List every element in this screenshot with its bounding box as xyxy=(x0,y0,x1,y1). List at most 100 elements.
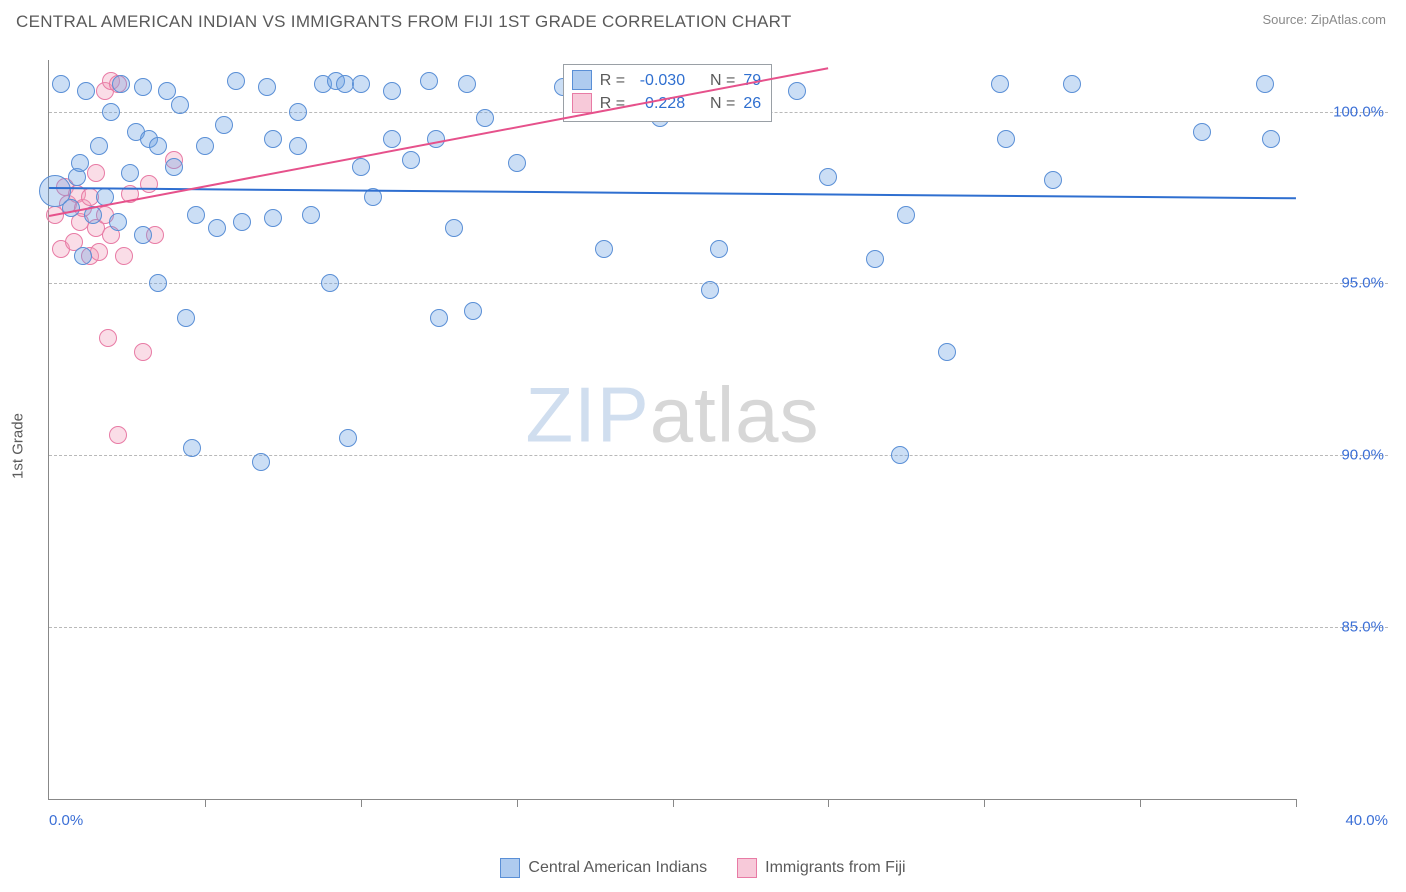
x-tick xyxy=(361,799,362,807)
scatter-point xyxy=(90,243,108,261)
scatter-point xyxy=(115,247,133,265)
scatter-point xyxy=(264,209,282,227)
scatter-point xyxy=(289,137,307,155)
scatter-point xyxy=(109,426,127,444)
scatter-point xyxy=(445,219,463,237)
legend-label-pink: Immigrants from Fiji xyxy=(765,859,905,877)
scatter-point xyxy=(1262,130,1280,148)
scatter-point xyxy=(402,151,420,169)
scatter-point xyxy=(74,247,92,265)
watermark: ZIPatlas xyxy=(525,369,819,460)
scatter-point xyxy=(52,75,70,93)
scatter-point xyxy=(252,453,270,471)
stats-n-value: 26 xyxy=(743,92,761,115)
scatter-point xyxy=(177,309,195,327)
x-axis-max-label: 40.0% xyxy=(1308,812,1388,829)
scatter-point xyxy=(339,429,357,447)
x-tick xyxy=(517,799,518,807)
y-tick-label: 100.0% xyxy=(1304,103,1384,120)
x-tick xyxy=(1140,799,1141,807)
legend-swatch-pink xyxy=(737,858,757,878)
scatter-point xyxy=(321,274,339,292)
scatter-point xyxy=(112,75,130,93)
scatter-point xyxy=(134,226,152,244)
legend-swatch-blue xyxy=(500,858,520,878)
scatter-point xyxy=(140,175,158,193)
y-tick-label: 85.0% xyxy=(1304,619,1384,636)
scatter-point xyxy=(866,250,884,268)
x-tick xyxy=(984,799,985,807)
scatter-point xyxy=(1063,75,1081,93)
legend-item-blue: Central American Indians xyxy=(500,858,707,878)
watermark-part2: atlas xyxy=(650,370,820,458)
y-tick-label: 90.0% xyxy=(1304,447,1384,464)
scatter-point xyxy=(464,302,482,320)
scatter-point xyxy=(134,78,152,96)
gridline xyxy=(49,455,1388,456)
scatter-point xyxy=(458,75,476,93)
x-tick xyxy=(673,799,674,807)
scatter-point xyxy=(71,154,89,172)
scatter-point xyxy=(149,274,167,292)
scatter-point xyxy=(99,329,117,347)
scatter-point xyxy=(938,343,956,361)
scatter-point xyxy=(383,82,401,100)
scatter-point xyxy=(264,130,282,148)
y-axis-label: 1st Grade xyxy=(10,413,27,479)
scatter-point xyxy=(121,164,139,182)
scatter-point xyxy=(165,158,183,176)
scatter-point xyxy=(109,213,127,231)
scatter-point xyxy=(90,137,108,155)
scatter-point xyxy=(227,72,245,90)
scatter-point xyxy=(819,168,837,186)
scatter-point xyxy=(352,158,370,176)
scatter-point xyxy=(1044,171,1062,189)
x-tick xyxy=(828,799,829,807)
scatter-point xyxy=(508,154,526,172)
x-axis-min-label: 0.0% xyxy=(49,812,83,829)
stats-swatch xyxy=(572,70,592,90)
scatter-point xyxy=(134,343,152,361)
scatter-point xyxy=(383,130,401,148)
scatter-point xyxy=(701,281,719,299)
scatter-point xyxy=(215,116,233,134)
scatter-point xyxy=(196,137,214,155)
scatter-point xyxy=(427,130,445,148)
stats-r-value: -0.030 xyxy=(633,69,685,92)
scatter-point xyxy=(289,103,307,121)
scatter-point xyxy=(420,72,438,90)
stats-n-label: N = xyxy=(710,92,735,115)
scatter-point xyxy=(183,439,201,457)
chart-source: Source: ZipAtlas.com xyxy=(1262,12,1386,27)
y-tick-label: 95.0% xyxy=(1304,275,1384,292)
scatter-point xyxy=(233,213,251,231)
scatter-point xyxy=(1256,75,1274,93)
scatter-point xyxy=(208,219,226,237)
scatter-point xyxy=(430,309,448,327)
scatter-point xyxy=(149,137,167,155)
stats-r-label: R = xyxy=(600,69,625,92)
scatter-point xyxy=(788,82,806,100)
chart-header: CENTRAL AMERICAN INDIAN VS IMMIGRANTS FR… xyxy=(0,0,1406,40)
legend-label-blue: Central American Indians xyxy=(528,859,707,877)
legend-item-pink: Immigrants from Fiji xyxy=(737,858,905,878)
chart-area: ZIPatlas 85.0%90.0%95.0%100.0%0.0%40.0%R… xyxy=(48,60,1388,820)
scatter-point xyxy=(87,164,105,182)
scatter-point xyxy=(62,199,80,217)
scatter-point xyxy=(991,75,1009,93)
scatter-point xyxy=(102,103,120,121)
gridline xyxy=(49,627,1388,628)
scatter-point xyxy=(1193,123,1211,141)
scatter-point xyxy=(171,96,189,114)
watermark-part1: ZIP xyxy=(525,370,649,458)
scatter-point xyxy=(187,206,205,224)
scatter-point xyxy=(476,109,494,127)
x-tick xyxy=(1296,799,1297,807)
stats-swatch xyxy=(572,93,592,113)
trend-line xyxy=(49,187,1296,199)
legend: Central American Indians Immigrants from… xyxy=(0,858,1406,878)
scatter-point xyxy=(997,130,1015,148)
scatter-point xyxy=(352,75,370,93)
scatter-point xyxy=(595,240,613,258)
scatter-point xyxy=(897,206,915,224)
